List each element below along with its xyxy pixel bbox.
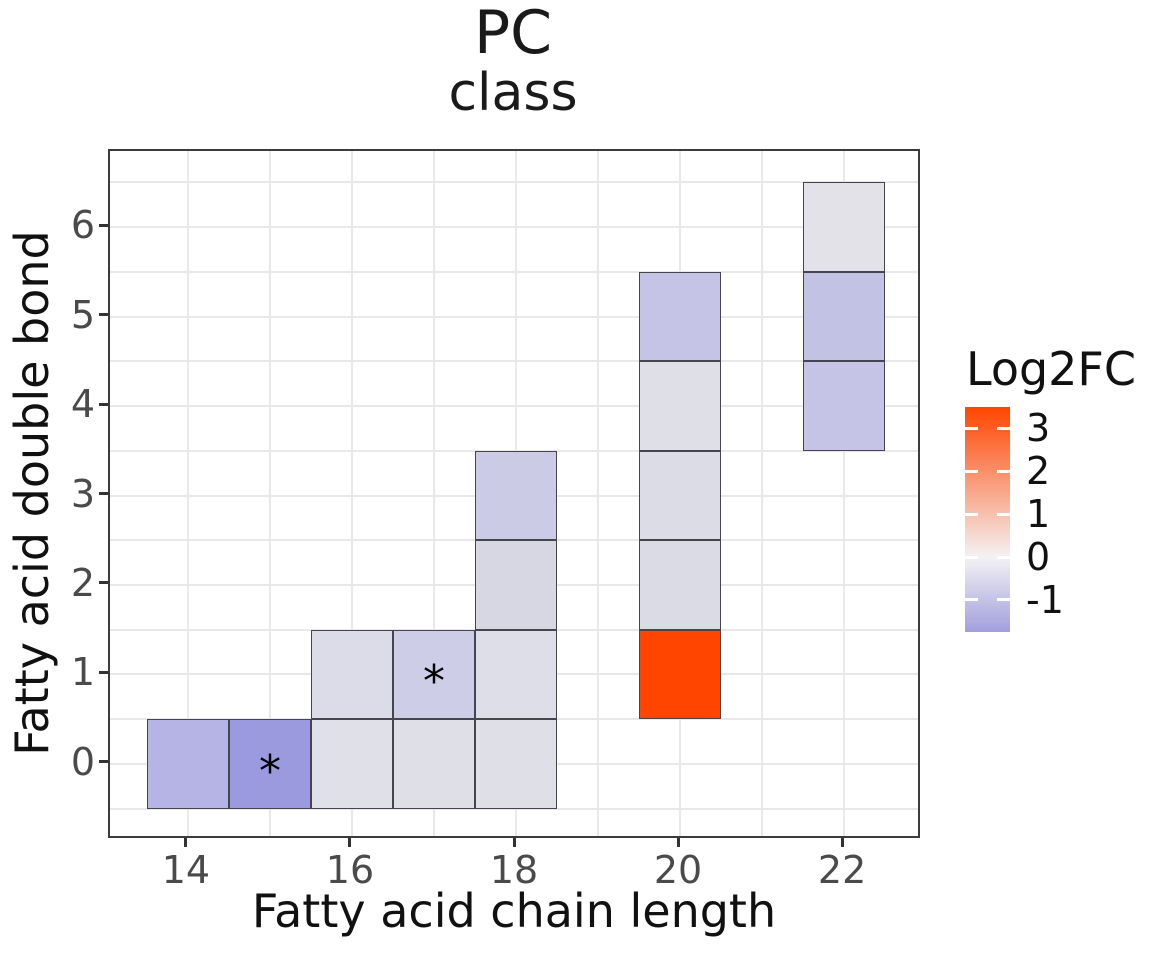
- heatmap-tile[interactable]: [474, 450, 557, 541]
- heatmap-tile[interactable]: [803, 361, 886, 451]
- gridline-vertical: [843, 151, 846, 836]
- chart-title: PC: [473, 0, 553, 68]
- legend-tick-label: 3: [1026, 406, 1051, 451]
- gridline-vertical: [761, 151, 764, 836]
- gridline-horizontal: [110, 315, 918, 318]
- heatmap-tile[interactable]: [474, 540, 557, 630]
- heatmap-tile[interactable]: [639, 629, 722, 720]
- x-axis-tick-label: 20: [653, 848, 703, 892]
- x-axis-tick: [512, 838, 516, 847]
- gridline-vertical: [597, 151, 600, 836]
- x-axis-tick-label: 16: [325, 848, 375, 892]
- gridline-horizontal: [110, 360, 918, 363]
- heatmap-tile[interactable]: [639, 271, 722, 362]
- x-axis-title: Fatty acid chain length: [251, 884, 777, 938]
- heatmap-tile[interactable]: [639, 361, 722, 451]
- legend-title: Log2FC: [966, 342, 1137, 396]
- y-axis-tick: [99, 670, 108, 674]
- x-axis-tick: [184, 838, 188, 847]
- heatmap-tile[interactable]: [392, 629, 475, 720]
- gridline-vertical: [350, 151, 353, 836]
- y-axis-tick: [99, 760, 108, 764]
- legend-tick-mark: [965, 426, 978, 430]
- heatmap-tile[interactable]: [639, 540, 722, 630]
- heatmap-tile[interactable]: [639, 450, 722, 541]
- y-axis-tick-label: 1: [70, 650, 95, 695]
- legend-tick-label: 0: [1026, 535, 1051, 579]
- legend-tick-mark: [965, 512, 978, 516]
- y-axis-tick: [99, 492, 108, 495]
- gridline-horizontal: [110, 270, 918, 273]
- gridline-horizontal: [110, 405, 918, 408]
- legend-tick-mark: [997, 512, 1010, 516]
- gridline-vertical: [432, 151, 435, 836]
- plot-panel: * *: [108, 149, 920, 838]
- x-axis-tick: [840, 838, 844, 847]
- legend-tick-mark: [965, 555, 978, 559]
- heatmap-tile[interactable]: [474, 629, 557, 720]
- gridline-horizontal: [110, 181, 918, 184]
- legend-tick-mark: [965, 469, 978, 473]
- legend-tick-mark: [997, 598, 1010, 602]
- x-axis-tick-label: 22: [817, 848, 867, 892]
- heatmap-tile[interactable]: [310, 629, 393, 720]
- y-axis-tick-label: 4: [70, 382, 95, 427]
- y-axis-tick-label: 6: [70, 203, 95, 248]
- y-axis-tick-label: 3: [70, 471, 95, 516]
- heatmap-tile[interactable]: [803, 182, 886, 272]
- y-axis-tick-label: 0: [70, 739, 95, 784]
- gridline-vertical: [186, 151, 189, 836]
- heatmap-tile[interactable]: [228, 719, 311, 809]
- x-axis-tick: [676, 838, 680, 847]
- significance-star: *: [258, 745, 281, 797]
- heatmap-tile[interactable]: [310, 719, 393, 809]
- x-axis-tick-label: 14: [161, 848, 211, 892]
- y-axis-tick: [99, 313, 108, 317]
- heatmap-tile[interactable]: [803, 271, 886, 362]
- legend-tick-mark: [997, 555, 1010, 559]
- y-axis-tick-label: 5: [70, 292, 95, 337]
- y-axis-title: Fatty acid double bond: [5, 230, 59, 756]
- legend-colorbar: [965, 407, 1010, 632]
- x-axis-tick: [348, 838, 352, 847]
- y-axis-tick: [99, 223, 108, 227]
- gridline-horizontal: [110, 807, 918, 810]
- heatmap-tile[interactable]: [146, 719, 229, 809]
- gridline-vertical: [268, 151, 271, 836]
- legend-tick-mark: [965, 598, 978, 602]
- legend-tick-mark: [997, 426, 1010, 430]
- x-axis-tick-label: 18: [489, 848, 539, 892]
- legend-tick-mark: [997, 469, 1010, 473]
- y-axis-tick-label: 2: [70, 560, 95, 605]
- heatmap-tile[interactable]: [474, 719, 557, 809]
- legend-tick-label: 1: [1026, 492, 1051, 537]
- significance-star: *: [422, 656, 445, 708]
- legend-tick-label: -1: [1026, 577, 1064, 622]
- y-axis-tick: [99, 402, 108, 406]
- legend-tick-label: 2: [1026, 449, 1051, 494]
- gridline-horizontal: [110, 226, 918, 229]
- heatmap-tile[interactable]: [392, 719, 475, 809]
- y-axis-tick: [99, 581, 108, 585]
- chart-subtitle: class: [448, 63, 578, 123]
